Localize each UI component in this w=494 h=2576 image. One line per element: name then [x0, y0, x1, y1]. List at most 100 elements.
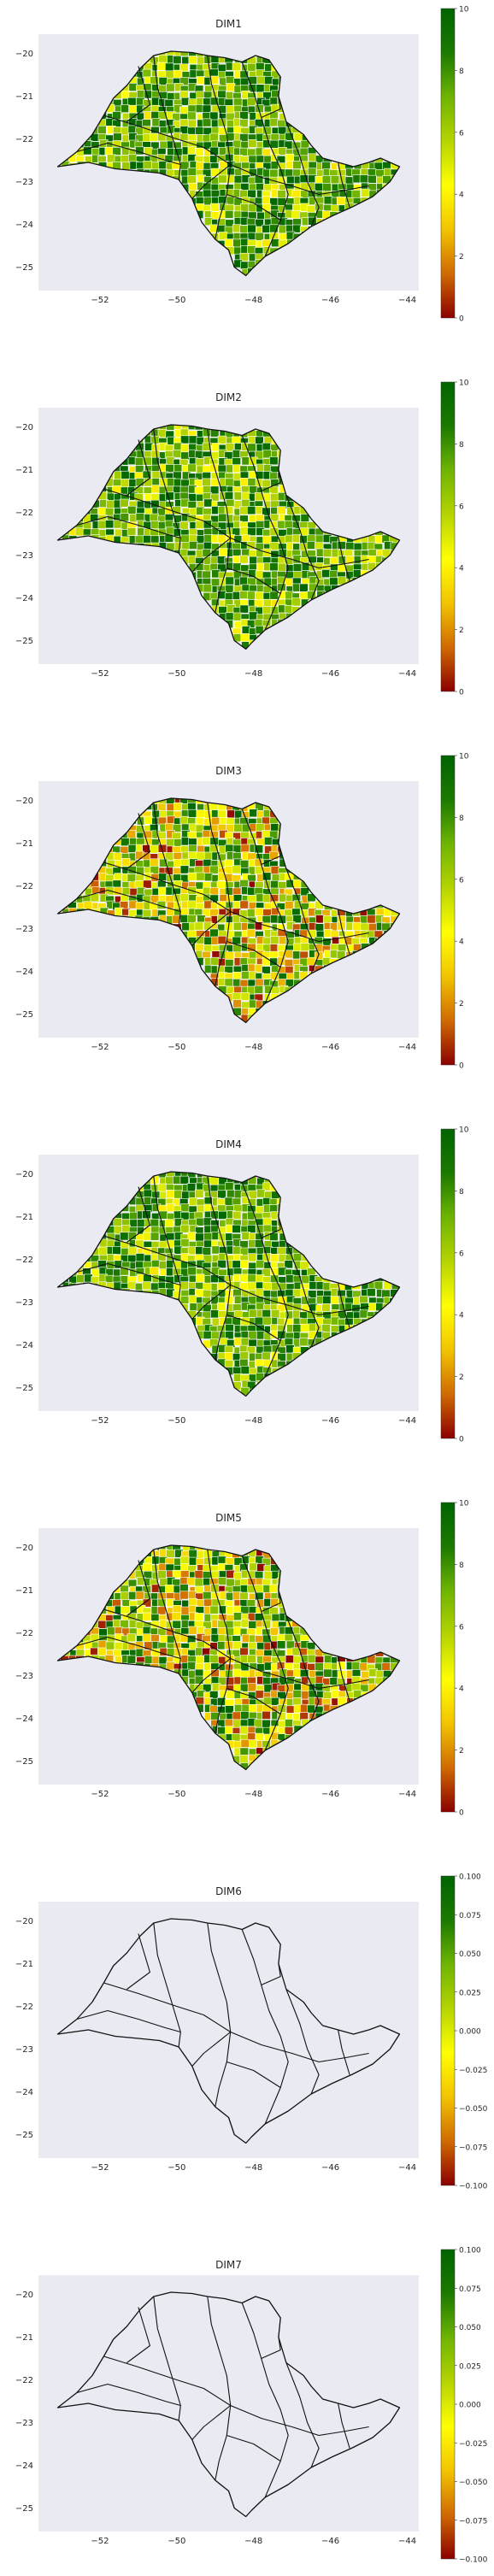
municipality [256, 75, 266, 85]
colorbar [440, 1128, 456, 1439]
municipality [247, 443, 256, 452]
y-tick-label: −24 [15, 2088, 33, 2097]
municipality [270, 1309, 280, 1318]
y-tick-label: −25 [15, 263, 33, 273]
municipality [188, 56, 197, 64]
municipality [239, 1647, 249, 1656]
municipality [225, 1331, 234, 1340]
municipality [321, 1303, 331, 1313]
municipality [321, 1295, 332, 1304]
municipality [381, 1662, 391, 1672]
municipality [247, 97, 256, 106]
municipality [239, 77, 250, 86]
municipality [203, 1239, 213, 1249]
colorbar-tick-label: 8 [459, 815, 464, 823]
municipality [150, 1634, 160, 1644]
municipality [216, 224, 226, 233]
municipality [164, 533, 173, 543]
municipality [269, 139, 279, 149]
colorbar-tick-label: −0.025 [459, 2067, 487, 2075]
y-tick-label: −25 [15, 2131, 33, 2140]
municipality [203, 1591, 212, 1601]
region-boundary [103, 2355, 369, 2437]
municipality [195, 520, 204, 529]
municipality [238, 576, 249, 585]
municipality [127, 505, 137, 515]
y-tick-label: −22 [15, 882, 33, 891]
municipality [351, 1661, 361, 1671]
municipality [247, 232, 257, 241]
municipality [247, 139, 257, 148]
y-tick-label: −21 [15, 1960, 33, 1969]
y-tick-label: −24 [15, 594, 33, 603]
municipality [263, 837, 273, 845]
municipality [158, 55, 168, 64]
region-boundary [76, 1262, 181, 1286]
municipality [262, 1309, 271, 1319]
colorbar [440, 381, 456, 692]
municipality [210, 1309, 220, 1319]
municipality [203, 1331, 212, 1339]
municipality [97, 507, 107, 516]
municipality [239, 111, 249, 120]
colorbar-tick-label: −0.050 [459, 2479, 488, 2487]
municipality-cells [61, 425, 400, 650]
municipality [156, 62, 167, 71]
municipality [97, 1647, 107, 1656]
region-boundary [338, 1282, 350, 1328]
municipality [98, 1246, 108, 1256]
region-boundary [261, 1590, 281, 1613]
municipality [232, 1260, 241, 1269]
municipality [254, 1316, 264, 1326]
municipality [238, 190, 249, 198]
municipality [127, 1246, 138, 1256]
municipality [156, 1606, 167, 1615]
municipality [203, 584, 212, 593]
colorbar-tick-label: 6 [459, 129, 464, 138]
y-tick-label: −22 [15, 2376, 33, 2385]
municipality [256, 155, 265, 164]
municipality [143, 1189, 153, 1198]
colorbar-tick-label: −0.100 [459, 2556, 488, 2565]
municipality [217, 1190, 226, 1199]
municipality [351, 190, 361, 198]
municipality [241, 491, 250, 501]
colorbar-tick-label: 2 [459, 253, 464, 262]
x-tick-label: −50 [168, 1043, 185, 1052]
municipality [232, 562, 242, 572]
municipality [173, 802, 183, 811]
municipality [262, 1710, 271, 1720]
municipality [217, 1556, 227, 1565]
colorbar-tick-label: 0.075 [459, 1912, 481, 1920]
region-boundary [226, 2434, 281, 2461]
colorbar-tick-label: 2 [459, 1747, 464, 1756]
municipality [300, 514, 309, 523]
municipality [209, 1605, 219, 1614]
municipality [209, 1655, 219, 1664]
municipality [180, 1606, 191, 1615]
colorbar-tick-label: 0.100 [459, 2247, 481, 2255]
municipality [126, 527, 137, 536]
colorbar-tick-label: 0.000 [459, 2028, 481, 2037]
region-boundary [261, 843, 281, 866]
municipality [359, 1295, 368, 1304]
municipality [285, 1705, 296, 1714]
region-boundary [241, 1556, 289, 1751]
municipality [246, 506, 256, 515]
y-tick-label: −20 [15, 1544, 33, 1553]
municipality [105, 1641, 115, 1650]
y-tick-label: −22 [15, 1629, 33, 1638]
municipality [202, 837, 212, 845]
y-tick-label: −21 [15, 839, 33, 849]
colorbar-tick-label: 4 [459, 938, 464, 947]
region-boundary [207, 2296, 232, 2481]
municipality [165, 1585, 174, 1593]
municipality [143, 161, 152, 169]
region-boundary [226, 1314, 281, 1341]
y-tick-label: −24 [15, 967, 33, 977]
municipality [367, 1288, 376, 1297]
municipality [262, 1351, 271, 1361]
municipality [298, 591, 309, 601]
municipality [195, 126, 204, 136]
municipality [225, 443, 235, 452]
